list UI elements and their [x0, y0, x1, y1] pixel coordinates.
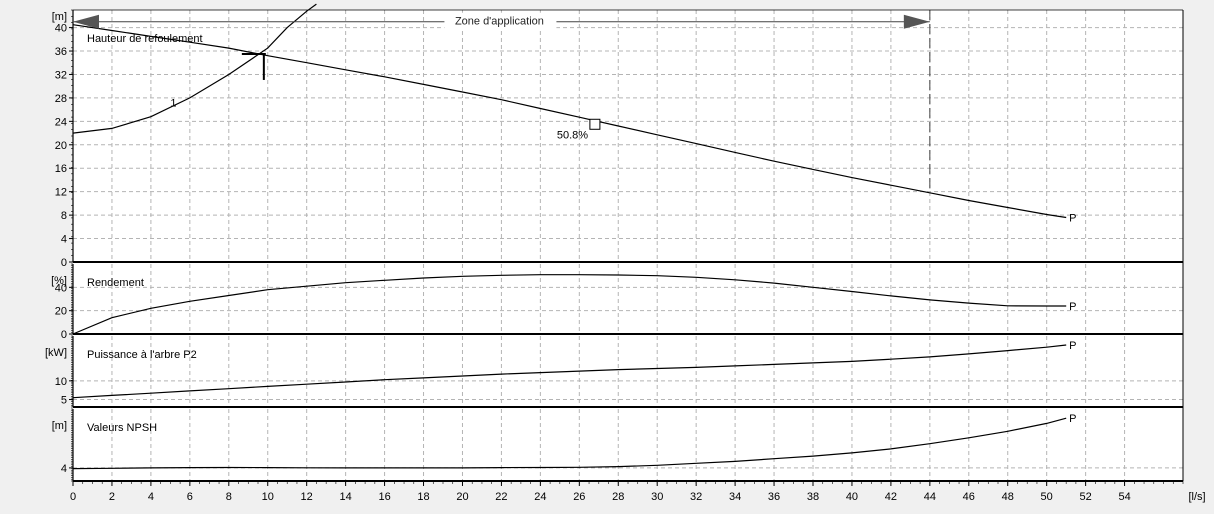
y-tick-label: 32: [55, 69, 67, 81]
x-tick-label: 20: [456, 491, 468, 503]
unit-label: [%]: [51, 275, 67, 287]
series-end-label: P: [1069, 340, 1076, 352]
y-tick-label: 24: [55, 116, 67, 128]
x-tick-label: 34: [729, 491, 741, 503]
x-tick-label: 50: [1041, 491, 1053, 503]
series-end-label: P: [1069, 413, 1076, 425]
x-tick-label: 52: [1080, 491, 1092, 503]
y-tick-label: 40: [55, 23, 67, 35]
x-tick-label: 24: [534, 491, 546, 503]
panel-power: 5 10 [kW] Puissance à l'arbre P2 P: [45, 335, 1183, 408]
y-tick-label: 0: [61, 257, 67, 269]
x-tick-label: 46: [963, 491, 975, 503]
x-tick-label: 54: [1118, 491, 1130, 503]
x-tick-label: 4: [148, 491, 154, 503]
x-tick-label: 18: [417, 491, 429, 503]
x-tick-label: 42: [885, 491, 897, 503]
curve-number-label: 1: [170, 98, 176, 110]
y-tick-label: 0: [61, 329, 67, 341]
y-tick-label: 28: [55, 93, 67, 105]
series-line-P: [72, 24, 1067, 219]
unit-label: [m]: [52, 11, 67, 23]
unit-label: [m]: [52, 420, 67, 432]
panel-title: Valeurs NPSH: [87, 422, 157, 434]
x-tick-label: 36: [768, 491, 780, 503]
x-tick-label: 6: [187, 491, 193, 503]
x-tick-label: 30: [651, 491, 663, 503]
title-bg: [86, 32, 222, 46]
x-tick-label: 2: [109, 491, 115, 503]
x-unit-label: [l/s]: [1188, 491, 1205, 503]
y-tick-label: 4: [61, 463, 67, 475]
x-tick-label: 40: [846, 491, 858, 503]
panel-efficiency: 0 20 40[%] Rendement P: [51, 263, 1183, 341]
y-tick-label: 40: [55, 282, 67, 294]
y-tick-label: 8: [61, 210, 67, 222]
x-tick-label: 12: [301, 491, 313, 503]
x-tick-label: 38: [807, 491, 819, 503]
zone-arrow-right: [903, 14, 930, 29]
y-tick-label: 5: [61, 395, 67, 407]
y-tick-label: 20: [55, 140, 67, 152]
series-line-P: [72, 417, 1067, 470]
plot-background: [73, 10, 1183, 481]
unit-label: [kW]: [45, 347, 67, 359]
zone-arrow-left: [73, 14, 99, 29]
panel-title: Puissance à l'arbre P2: [87, 349, 197, 361]
y-tick-label: 20: [55, 306, 67, 318]
y-tick-label: 12: [55, 187, 67, 199]
x-axis: 0 2 4 6 8 10 12 14 16 18 20 22 24 26 28 30 32 34 36 38 40 42 4…: [70, 480, 1206, 503]
panel-head: 0 4 8 12 16 20 24 28 32 36 40[m] Hauteur de refoule…: [52, 3, 1183, 269]
x-tick-label: 22: [495, 491, 507, 503]
x-tick-label: 10: [262, 491, 274, 503]
zone-label-bg: [444, 12, 557, 29]
series-end-label: P: [1069, 212, 1076, 224]
series-end-label: P: [1069, 301, 1076, 313]
y-tick-label: 16: [55, 163, 67, 175]
y-tick-label: 36: [55, 46, 67, 58]
x-tick-label: 26: [573, 491, 585, 503]
series-line-P: [72, 344, 1067, 399]
series-line-P: [72, 274, 1067, 335]
zone-label: Zone d'application: [455, 16, 544, 28]
x-tick-label: 14: [340, 491, 352, 503]
y-tick-label: 10: [55, 376, 67, 388]
x-tick-label: 28: [612, 491, 624, 503]
panel-title: Hauteur de refoulement: [87, 33, 203, 45]
x-tick-label: 44: [924, 491, 936, 503]
series-line-1: [72, 3, 317, 134]
x-tick-label: 8: [226, 491, 232, 503]
x-tick-label: 32: [690, 491, 702, 503]
x-tick-label: 16: [378, 491, 390, 503]
y-tick-label: 4: [61, 234, 67, 246]
efficiency-marker: [589, 118, 601, 130]
x-tick-label: 48: [1002, 491, 1014, 503]
x-tick-label: 0: [70, 491, 76, 503]
panel-title: Rendement: [87, 277, 144, 289]
efficiency-label: 50.8%: [557, 129, 588, 141]
